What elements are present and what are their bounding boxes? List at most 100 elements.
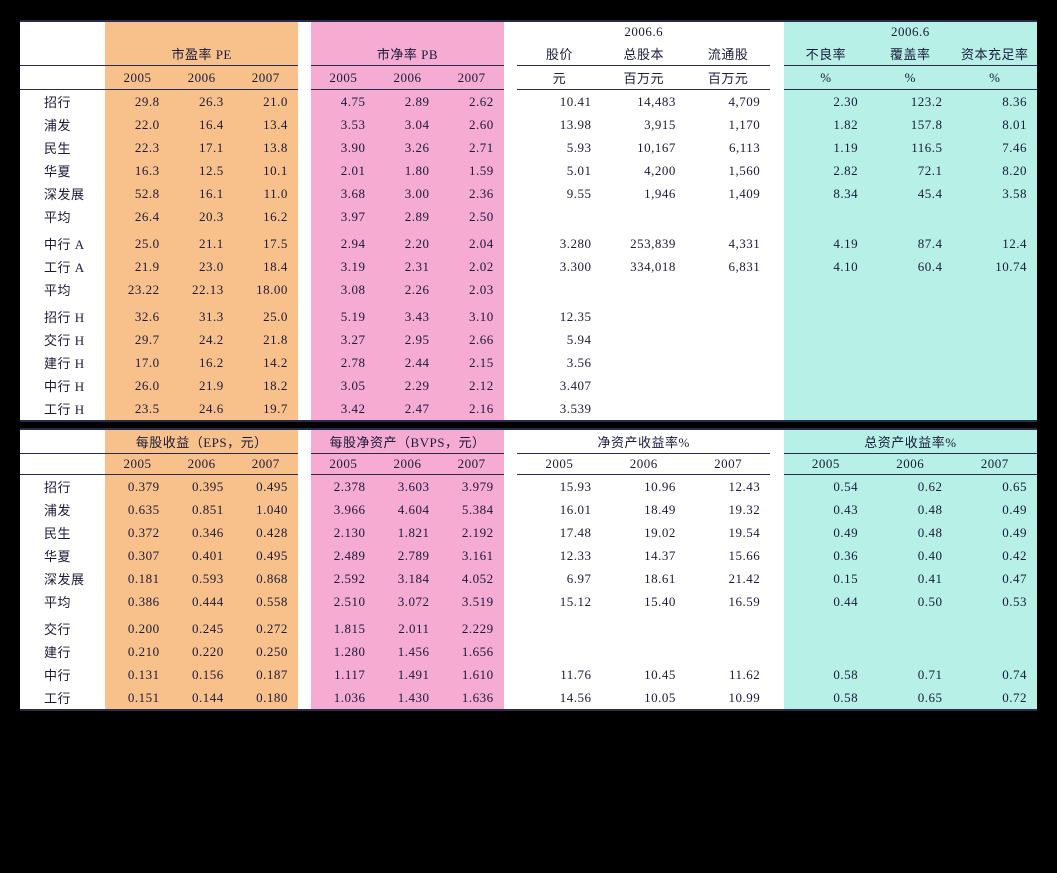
cell: 12.35: [517, 305, 601, 328]
header-super: 2006.6 2006.6: [20, 21, 1037, 42]
cell: [784, 328, 868, 351]
cell: 3.184: [375, 567, 439, 590]
cell: 3.072: [375, 590, 439, 613]
cell: 0.868: [234, 567, 298, 590]
cell: [784, 397, 868, 421]
cell: [868, 278, 952, 301]
table-row: 建行 H17.016.214.22.782.442.153.56: [20, 351, 1037, 374]
mkt-col-0: 股价: [517, 42, 601, 66]
cell: 3.519: [440, 590, 504, 613]
cell: [952, 617, 1037, 640]
cell: 0.401: [170, 544, 234, 567]
cell: 11.76: [517, 663, 601, 686]
cell: 8.34: [784, 182, 868, 205]
pb-title: 市净率 PB: [311, 42, 503, 66]
row-label: 平均: [20, 278, 105, 301]
cell: 0.49: [952, 521, 1037, 544]
cell: 4.19: [784, 232, 868, 255]
cell: 72.1: [868, 159, 952, 182]
cell: 0.180: [234, 686, 298, 710]
cell: [686, 205, 770, 228]
cell: 5.01: [517, 159, 601, 182]
row-label: 平均: [20, 205, 105, 228]
cell: [868, 397, 952, 421]
cell: 21.9: [105, 255, 169, 278]
ratio-super: 2006.6: [784, 21, 1037, 42]
cell: 26.3: [170, 90, 234, 114]
cell: 23.0: [170, 255, 234, 278]
cell: 12.43: [686, 475, 770, 499]
cell: 2.36: [440, 182, 504, 205]
cell: 2.12: [440, 374, 504, 397]
cell: [952, 328, 1037, 351]
cell: [686, 617, 770, 640]
cell: 14.56: [517, 686, 601, 710]
cell: 0.49: [784, 521, 868, 544]
cell: 0.151: [105, 686, 169, 710]
table-row: 深发展0.1810.5930.8682.5923.1844.0526.9718.…: [20, 567, 1037, 590]
cell: 0.250: [234, 640, 298, 663]
cell: 3.280: [517, 232, 601, 255]
cell: 6.97: [517, 567, 601, 590]
cell: 2.011: [375, 617, 439, 640]
cell: 3.539: [517, 397, 601, 421]
cell: 0.48: [868, 498, 952, 521]
cell: 15.66: [686, 544, 770, 567]
cell: 1.430: [375, 686, 439, 710]
cell: 0.346: [170, 521, 234, 544]
cell: [602, 305, 686, 328]
cell: [602, 640, 686, 663]
cell: 14,483: [602, 90, 686, 114]
cell: 0.851: [170, 498, 234, 521]
cell: 21.0: [234, 90, 298, 114]
row-label: 工行 H: [20, 397, 105, 421]
row-label: 浦发: [20, 113, 105, 136]
cell: 0.307: [105, 544, 169, 567]
cell: [868, 374, 952, 397]
cell: [784, 278, 868, 301]
cell: 31.3: [170, 305, 234, 328]
cell: 0.40: [868, 544, 952, 567]
cell: [952, 351, 1037, 374]
cell: 0.220: [170, 640, 234, 663]
cell: 3.19: [311, 255, 375, 278]
cell: 3.10: [440, 305, 504, 328]
cell: 13.4: [234, 113, 298, 136]
table-row: 华夏16.312.510.12.011.801.595.014,2001,560…: [20, 159, 1037, 182]
cell: 1.040: [234, 498, 298, 521]
cell: 0.372: [105, 521, 169, 544]
cell: 0.62: [868, 475, 952, 499]
cell: 0.144: [170, 686, 234, 710]
cell: 3.05: [311, 374, 375, 397]
cell: 4.604: [375, 498, 439, 521]
cell: 0.58: [784, 663, 868, 686]
cell: 3.161: [440, 544, 504, 567]
cell: 12.33: [517, 544, 601, 567]
cell: 14.37: [602, 544, 686, 567]
cell: 19.02: [602, 521, 686, 544]
cell: 3.00: [375, 182, 439, 205]
cell: 2.510: [311, 590, 375, 613]
cell: 3.97: [311, 205, 375, 228]
cell: 0.43: [784, 498, 868, 521]
cell: 0.635: [105, 498, 169, 521]
table-row: 交行0.2000.2450.2721.8152.0112.229: [20, 617, 1037, 640]
cell: 16.2: [170, 351, 234, 374]
row-label: 华夏: [20, 544, 105, 567]
cell: [784, 205, 868, 228]
cell: 1,560: [686, 159, 770, 182]
cell: 334,018: [602, 255, 686, 278]
cell: 1.610: [440, 663, 504, 686]
cell: 22.3: [105, 136, 169, 159]
cell: 18.49: [602, 498, 686, 521]
cell: 2.47: [375, 397, 439, 421]
cell: 3.407: [517, 374, 601, 397]
cell: 2.378: [311, 475, 375, 499]
cell: 2.82: [784, 159, 868, 182]
cell: 0.41: [868, 567, 952, 590]
row-label: 交行: [20, 617, 105, 640]
cell: 2.66: [440, 328, 504, 351]
row-label: 建行 H: [20, 351, 105, 374]
cell: 17.1: [170, 136, 234, 159]
cell: [686, 305, 770, 328]
